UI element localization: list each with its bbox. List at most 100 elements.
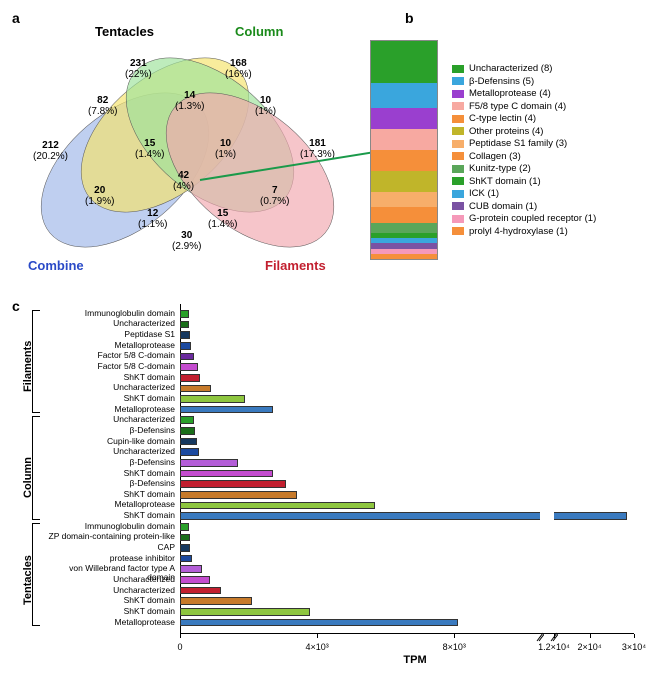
- bar: [180, 438, 197, 446]
- venn-region-tent_fil: 7(0.7%): [260, 185, 289, 207]
- x-axis: [180, 633, 634, 634]
- bar-label: Metalloprotease: [45, 500, 175, 509]
- bar-label: Cupin-like domain: [45, 437, 175, 446]
- bar: [180, 321, 189, 329]
- bar: [180, 587, 221, 595]
- x-tick-label: 3×10⁴: [622, 642, 646, 652]
- bar-label: Uncharacterized: [45, 383, 175, 392]
- venn-region-all4: 42(4%): [173, 170, 194, 192]
- stack-seg-13: [371, 254, 437, 259]
- venn-region-comb_tent: 82(7.8%): [88, 95, 117, 117]
- bar-label: Immunoglobulin domain: [45, 309, 175, 318]
- bar: [180, 565, 202, 573]
- bar: [180, 342, 191, 350]
- bar: [180, 619, 458, 627]
- set-label-filaments: Filaments: [265, 258, 326, 273]
- bar-label: ShKT domain: [45, 607, 175, 616]
- stack-seg-1: [371, 83, 437, 109]
- legend-item-8: Kunitz-type (2): [452, 163, 596, 174]
- bar: [180, 608, 310, 616]
- bar-label: Immunoglobulin domain: [45, 522, 175, 531]
- venn-region-filaments_only: 181(17.3%): [300, 138, 335, 160]
- stack-seg-3: [371, 129, 437, 150]
- bar: [180, 353, 194, 361]
- bar: [180, 534, 190, 542]
- bar: [180, 374, 200, 382]
- bar-label: Peptidase S1: [45, 330, 175, 339]
- stack-seg-5: [371, 171, 437, 192]
- bar: [180, 512, 627, 520]
- stacked-panel: Uncharacterized (8)β-Defensins (5)Metall…: [350, 10, 650, 290]
- venn-region-tentacles_only: 231(22%): [125, 58, 152, 80]
- bar-label: β-Defensins: [45, 458, 175, 467]
- venn-region-tent_col_fil: 10(1%): [215, 138, 236, 160]
- bar-label: Metalloprotease: [45, 341, 175, 350]
- bar: [180, 448, 199, 456]
- axis-break: [536, 629, 544, 639]
- venn-region-column_only: 168(16%): [225, 58, 252, 80]
- bar-label: Metalloprotease: [45, 618, 175, 627]
- set-label-tentacles: Tentacles: [95, 24, 154, 39]
- stack-seg-4: [371, 150, 437, 171]
- venn-region-comb_col: 20(1.9%): [85, 185, 114, 207]
- bar-label: Uncharacterized: [45, 319, 175, 328]
- x-tick: [180, 634, 181, 638]
- bar-break: [540, 511, 554, 521]
- stacked-legend: Uncharacterized (8)β-Defensins (5)Metall…: [452, 62, 596, 239]
- legend-item-9: ShKT domain (1): [452, 176, 596, 187]
- legend-item-6: Peptidase S1 family (3): [452, 138, 596, 149]
- bar: [180, 491, 297, 499]
- venn-region-col_fil: 10(1%): [255, 95, 276, 117]
- bar-label: ShKT domain: [45, 373, 175, 382]
- legend-item-1: β-Defensins (5): [452, 76, 596, 87]
- x-tick-label: 2×10⁴: [577, 642, 601, 652]
- bar: [180, 480, 286, 488]
- legend-item-11: CUB domain (1): [452, 201, 596, 212]
- bar: [180, 331, 190, 339]
- x-tick: [590, 634, 591, 638]
- bar-label: ShKT domain: [45, 490, 175, 499]
- group-label-column: Column: [22, 438, 34, 498]
- bar: [180, 395, 245, 403]
- set-label-combine: Combine: [28, 258, 84, 273]
- bar: [180, 502, 375, 510]
- x-tick: [454, 634, 455, 638]
- axis-break: [550, 629, 558, 639]
- set-label-column: Column: [235, 24, 283, 39]
- stacked-bar: [370, 40, 438, 260]
- bar-label: Uncharacterized: [45, 575, 175, 584]
- legend-item-3: F5/8 type C domain (4): [452, 101, 596, 112]
- x-tick-label: 1.2×10⁴: [538, 642, 570, 652]
- bar-label: Factor 5/8 C-domain: [45, 362, 175, 371]
- stack-seg-6: [371, 192, 437, 208]
- bar-label: protease inhibitor: [45, 554, 175, 563]
- bar: [180, 459, 238, 467]
- bar-label: ShKT domain: [45, 596, 175, 605]
- bar-label: Metalloprotease: [45, 405, 175, 414]
- bar-label: Uncharacterized: [45, 447, 175, 456]
- bar: [180, 597, 252, 605]
- venn-region-comb_tent_fil: 15(1.4%): [208, 208, 237, 230]
- legend-item-5: Other proteins (4): [452, 126, 596, 137]
- venn-region-comb_col_fil: 12(1.1%): [138, 208, 167, 230]
- venn-region-tent_col: 14(1.3%): [175, 90, 204, 112]
- group-label-filaments: Filaments: [22, 332, 34, 392]
- bar-label: ZP domain-containing protein-like: [45, 532, 175, 541]
- legend-item-13: prolyl 4-hydroxylase (1): [452, 226, 596, 237]
- x-tick: [317, 634, 318, 638]
- bar: [180, 363, 198, 371]
- bar-chart: TPM 04×10³8×10³1.2×10⁴2×10⁴3×10⁴Immunogl…: [180, 304, 650, 634]
- bar-label: Uncharacterized: [45, 415, 175, 424]
- stack-seg-0: [371, 41, 437, 83]
- bar: [180, 523, 189, 531]
- bar-label: ShKT domain: [45, 469, 175, 478]
- x-tick-label: 4×10³: [306, 642, 329, 652]
- stack-seg-2: [371, 108, 437, 129]
- legend-item-7: Collagen (3): [452, 151, 596, 162]
- bar: [180, 427, 195, 435]
- legend-item-12: G-protein coupled receptor (1): [452, 213, 596, 224]
- bar: [180, 310, 189, 318]
- bar: [180, 470, 273, 478]
- legend-item-4: C-type lectin (4): [452, 113, 596, 124]
- venn-region-comb_fil: 30(2.9%): [172, 230, 201, 252]
